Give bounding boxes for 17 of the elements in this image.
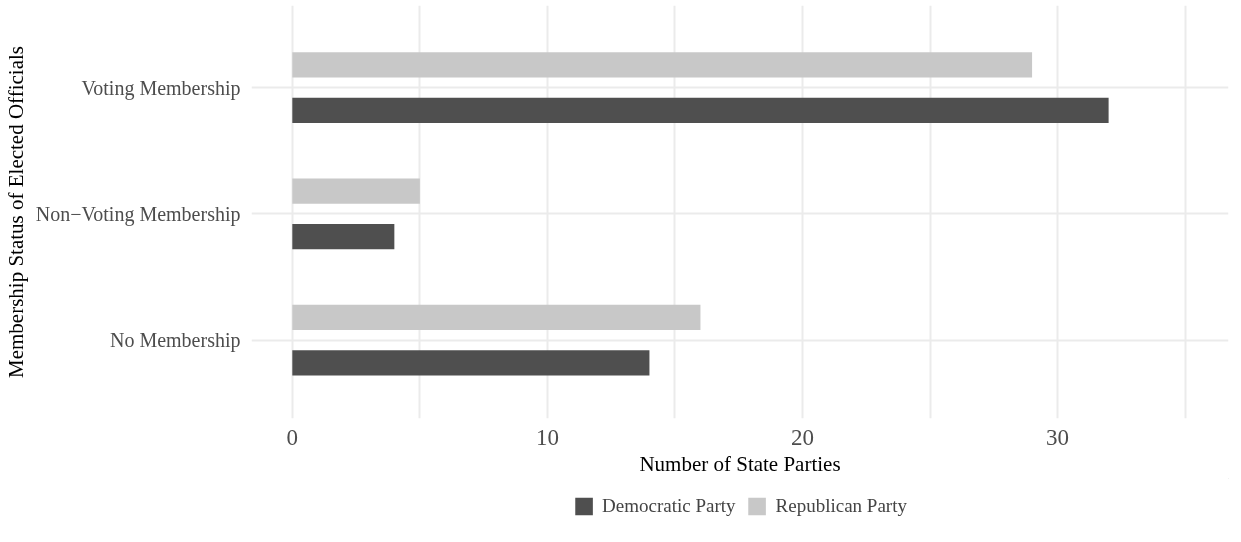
bar (292, 52, 1033, 78)
x-tick-label: 20 (791, 424, 814, 450)
x-tick-label: 0 (286, 424, 299, 450)
bar (292, 224, 395, 250)
y-axis-title: Membership Status of Elected Officials (3, 45, 28, 379)
bar (292, 97, 1109, 123)
y-tick-label: Non−Voting Membership (35, 202, 241, 226)
x-axis-title: Number of State Parties (639, 451, 841, 476)
y-tick-label: No Membership (109, 329, 241, 353)
x-tick-label: 10 (535, 424, 559, 450)
bar (292, 350, 650, 376)
legend-label: Democratic Party (602, 494, 736, 517)
bar (292, 178, 420, 204)
bar (292, 304, 701, 331)
legend-label: Republican Party (775, 494, 907, 517)
y-tick-label: Voting Membership (81, 76, 241, 100)
x-tick-label: 30 (1046, 424, 1070, 450)
